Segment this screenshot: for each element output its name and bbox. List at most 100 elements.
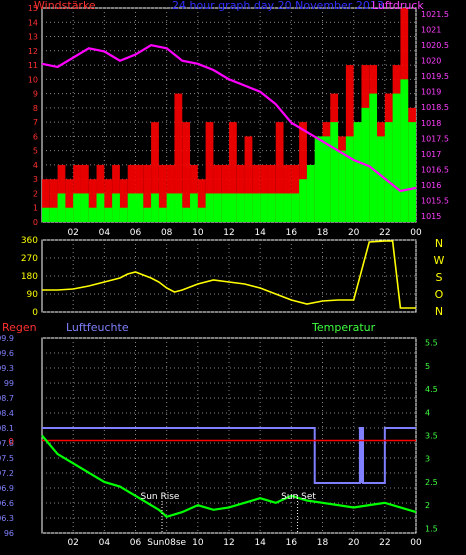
x-tick-label: 18 [317, 538, 329, 548]
compass-label: S [436, 271, 443, 284]
x-tick-label: 12 [223, 228, 234, 238]
wind-pressure-chart: 02 04 06 08 10 12 14 16 18 20 22 000123456789101112… [28, 0, 449, 238]
humidity-y-tick-label: 99.3 [0, 364, 14, 373]
direction-y-tick-label: 90 [27, 290, 39, 300]
pressure-y-tick-label: 1020 [421, 57, 441, 66]
x-tick-label: 22 [379, 228, 390, 238]
x-tick-label: 20 [348, 538, 360, 548]
wind-y-tick-label: 5 [33, 147, 38, 156]
x-tick-label: 14 [254, 538, 266, 548]
compass-label: N [435, 237, 443, 250]
direction-y-tick-label: 180 [21, 272, 38, 282]
wind-mean-bar [57, 193, 66, 222]
wind-gust-bar [42, 179, 50, 222]
x-tick-label: 20 [348, 228, 360, 238]
x-tick-label: 06 [130, 538, 142, 548]
x-tick-label: 06 [130, 228, 142, 238]
wind-mean-bar [322, 136, 331, 222]
temperature-y-tick-label: 5 [425, 362, 430, 371]
wind-y-tick-label: 3 [33, 175, 38, 184]
wind-gust-bar [119, 179, 128, 222]
humidity-y-tick-label: 99 [4, 379, 14, 388]
wind-gust-bar [229, 122, 237, 222]
chart-title: 24 hour graph day 20 November 2013 [172, 0, 384, 12]
wind-mean-bar [283, 193, 292, 222]
wind-mean-bar [112, 193, 120, 222]
wind-y-tick-label: 9 [33, 90, 38, 99]
wind-mean-bar [267, 193, 276, 222]
wind-y-tick-label: 6 [33, 132, 38, 141]
temperature-y-tick-label: 3.5 [425, 432, 438, 441]
wind-mean-bar [42, 207, 50, 222]
wind-mean-bar [213, 193, 222, 222]
wind-gust-bar [88, 179, 97, 222]
x-tick-label: 16 [286, 228, 298, 238]
wind-mean-bar [96, 193, 105, 222]
pressure-y-tick-label: 1016.5 [421, 165, 449, 174]
pressure-y-tick-label: 1019.5 [421, 72, 449, 81]
x-tick-label: 10 [192, 228, 204, 238]
wind-mean-bar [338, 150, 346, 222]
wind-y-tick-label: 11 [28, 61, 38, 70]
x-tick-label: 00 [410, 228, 422, 238]
x-tick-label: 02 [67, 228, 78, 238]
wind-mean-bar [221, 193, 229, 222]
wind-mean-bar [408, 122, 416, 222]
wind-mean-bar [400, 79, 409, 222]
humidity-spike [359, 428, 364, 483]
wind-gust-bar [104, 179, 113, 222]
pressure-y-tick-label: 1017 [421, 150, 441, 159]
humidity-temperature-chart: 020406Sun08se10121416182022009696.396.69… [0, 321, 438, 548]
pressure-y-tick-label: 1017.5 [421, 134, 449, 143]
direction-y-tick-label: 270 [21, 254, 38, 264]
wind-mean-bar [174, 193, 183, 222]
wind-speed-label: Windstärke [34, 0, 96, 12]
wind-mean-bar [104, 207, 113, 222]
wind-mean-bar [275, 193, 284, 222]
wind-mean-bar [291, 193, 300, 222]
temperature-y-tick-label: 1.5 [425, 524, 438, 533]
wind-y-tick-label: 10 [28, 75, 38, 84]
x-tick-label: 14 [254, 228, 266, 238]
wind-mean-bar [88, 207, 97, 222]
wind-mean-bar [260, 193, 268, 222]
wind-mean-bar [119, 207, 128, 222]
wind-mean-bar [384, 122, 393, 222]
temperature-line [41, 434, 417, 518]
humidity-y-tick-label: 99.6 [0, 349, 14, 358]
direction-y-tick-label: 360 [21, 236, 38, 246]
humidity-y-tick-label: 99.9 [0, 334, 14, 343]
pressure-line [41, 44, 417, 193]
pressure-y-tick-label: 1021.5 [421, 10, 449, 19]
wind-y-tick-label: 14 [28, 18, 38, 27]
pressure-label: Luftdruck [372, 0, 424, 12]
humidity-label: Luftfeuchte [66, 321, 129, 334]
temperature-y-tick-label: 2 [425, 501, 430, 510]
wind-mean-bar [166, 193, 175, 222]
wind-y-tick-label: 15 [28, 4, 38, 13]
sunrise-annotation: Sun Rise [141, 492, 180, 502]
wind-y-tick-label: 4 [33, 161, 38, 170]
wind-mean-bar [345, 136, 354, 222]
wind-mean-bar [127, 193, 136, 222]
x-tick-label: 04 [99, 228, 111, 238]
humidity-y-tick-label: 96 [4, 529, 14, 538]
wind-gust-bar [275, 122, 284, 222]
humidity-y-tick-label: 96.6 [0, 499, 14, 508]
wind-direction-line [42, 240, 416, 309]
wind-mean-bar [314, 136, 323, 222]
wind-gust-bar [151, 122, 159, 222]
x-tick-label: 08 [161, 228, 173, 238]
humidity-y-tick-label: 97.5 [0, 454, 14, 463]
wind-y-tick-label: 13 [28, 33, 38, 42]
wind-gust-bar [205, 122, 214, 222]
x-tick-label: 16 [286, 538, 298, 548]
temperature-y-tick-label: 4.5 [425, 385, 438, 394]
temperature-y-tick-label: 2.5 [425, 478, 438, 487]
wind-mean-bar [377, 136, 385, 222]
wind-gust-bar [143, 164, 152, 222]
wind-mean-bar [158, 207, 167, 222]
wind-mean-bar [65, 207, 74, 222]
x-tick-label: Sun08se [147, 538, 186, 548]
